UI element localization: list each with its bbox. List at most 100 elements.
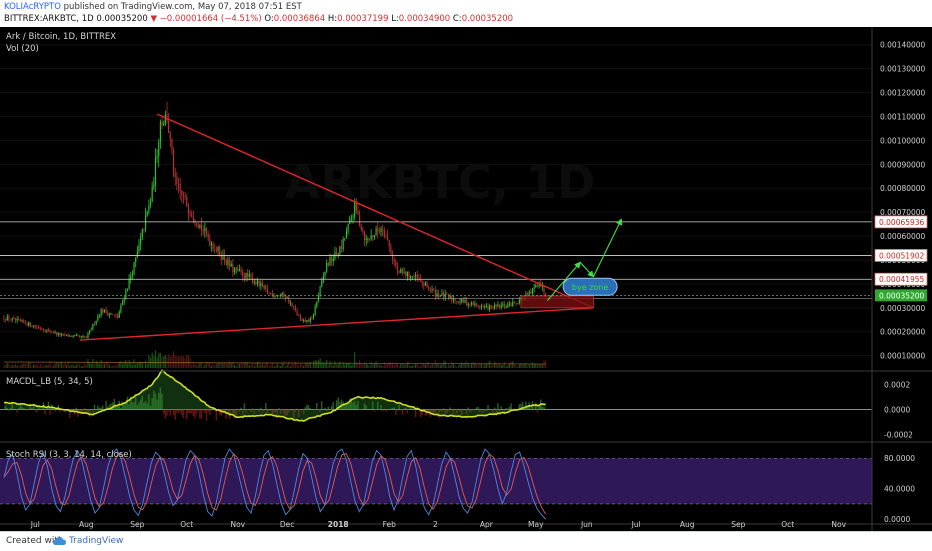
- volume-bar: [23, 363, 25, 368]
- volume-bar: [261, 363, 264, 368]
- candle-body: [367, 238, 369, 240]
- macd-histogram-bar: [436, 409, 438, 410]
- macd-histogram-bar: [380, 405, 382, 410]
- volume-bar: [385, 364, 387, 368]
- volume-bar: [33, 364, 35, 368]
- candle-body: [238, 269, 241, 272]
- volume-bar: [42, 365, 45, 368]
- volume-bar: [304, 362, 306, 368]
- volume-bar: [115, 365, 117, 368]
- volume-bar: [145, 360, 147, 368]
- candle-body: [235, 268, 237, 270]
- volume-bar: [531, 362, 534, 368]
- macd-histogram-bar: [52, 408, 55, 410]
- macd-histogram-bar: [179, 409, 181, 413]
- author-link[interactable]: KOLIAcRYPTO: [4, 2, 61, 12]
- volume-bar: [373, 363, 376, 368]
- volume-bar: [103, 363, 106, 368]
- volume-bar: [158, 352, 160, 368]
- candle-body: [10, 319, 12, 321]
- volume-bar: [536, 364, 539, 368]
- macd-histogram-bar: [307, 405, 310, 410]
- candle-body: [57, 332, 59, 335]
- volume-bar: [31, 365, 33, 368]
- macd-histogram-bar: [23, 408, 25, 410]
- volume-bar: [520, 362, 522, 368]
- volume-bar: [187, 354, 189, 368]
- macd-histogram-bar: [500, 406, 502, 410]
- macd-histogram-bar: [93, 404, 96, 410]
- macd-histogram-bar: [536, 409, 539, 413]
- candle-body: [19, 319, 22, 322]
- volume-bar: [528, 363, 530, 368]
- volume-bar: [359, 360, 361, 368]
- y-tick-label: 0.00030000: [880, 304, 926, 313]
- candle-body: [192, 216, 194, 220]
- volume-bar: [56, 361, 58, 368]
- macd-histogram-bar: [88, 409, 91, 417]
- volume-bar: [278, 365, 280, 368]
- volume-bar: [135, 364, 137, 368]
- volume-bar: [130, 362, 132, 368]
- macd-histogram-bar: [330, 405, 333, 410]
- volume-bar: [360, 364, 362, 368]
- volume-bar: [263, 364, 265, 368]
- candle-body: [335, 251, 338, 255]
- volume-bar: [253, 365, 255, 368]
- volume-bar: [452, 363, 455, 368]
- macd-histogram-bar: [419, 409, 422, 418]
- volume-bar: [498, 363, 501, 368]
- macd-histogram-bar: [115, 404, 117, 410]
- volume-bar: [419, 365, 422, 368]
- candle-body: [332, 258, 334, 262]
- volume-bar: [495, 362, 497, 368]
- candle-body: [128, 279, 130, 289]
- projection-arrow: [579, 262, 595, 278]
- candle-body: [125, 290, 127, 299]
- volume-bar: [467, 363, 469, 368]
- volume-bar: [316, 360, 318, 368]
- macd-histogram-bar: [479, 409, 481, 413]
- volume-bar: [345, 362, 348, 368]
- macd-histogram-bar: [302, 409, 305, 415]
- volume-bar: [475, 364, 478, 368]
- macd-histogram-bar: [49, 409, 51, 415]
- candle-body: [502, 304, 504, 306]
- macd-histogram-bar: [34, 409, 37, 411]
- candle-body: [375, 228, 377, 235]
- macd-histogram-bar: [353, 400, 356, 410]
- candle-body: [14, 318, 17, 321]
- candle-body: [339, 246, 341, 255]
- candle-body: [312, 314, 315, 319]
- x-tick-label: 2018: [328, 520, 349, 529]
- candle-body: [359, 215, 361, 226]
- y-tick-label: 0.00010000: [880, 352, 926, 361]
- macd-histogram-bar: [360, 409, 363, 411]
- macd-histogram-bar: [113, 398, 116, 410]
- tradingview-link[interactable]: TradingView: [69, 536, 124, 546]
- y-tick-label: 0.00060000: [880, 232, 926, 241]
- macd-histogram-bar: [441, 409, 443, 412]
- candlesticks: [3, 101, 547, 339]
- candle-body: [181, 190, 183, 195]
- x-tick-label: Oct: [781, 520, 794, 529]
- level-label-box: [874, 272, 928, 286]
- volume-bar: [93, 364, 96, 368]
- candle-body: [324, 271, 326, 277]
- volume-bar: [207, 363, 209, 368]
- volume-bar: [401, 364, 404, 368]
- volume-bars: [3, 350, 547, 368]
- macd-histogram-bar: [276, 409, 279, 416]
- candle-body: [510, 303, 512, 307]
- volume-bar: [47, 364, 50, 368]
- candle-body: [329, 257, 331, 266]
- volume-bar: [270, 364, 272, 368]
- footer-bar: Created with TradingView: [0, 531, 932, 551]
- candle-body: [273, 295, 275, 297]
- volume-bar: [446, 366, 448, 368]
- candle-body: [365, 238, 367, 240]
- candle-body: [98, 315, 101, 317]
- candle-body: [197, 225, 199, 228]
- volume-bar: [202, 366, 204, 368]
- volume-bar: [433, 363, 435, 368]
